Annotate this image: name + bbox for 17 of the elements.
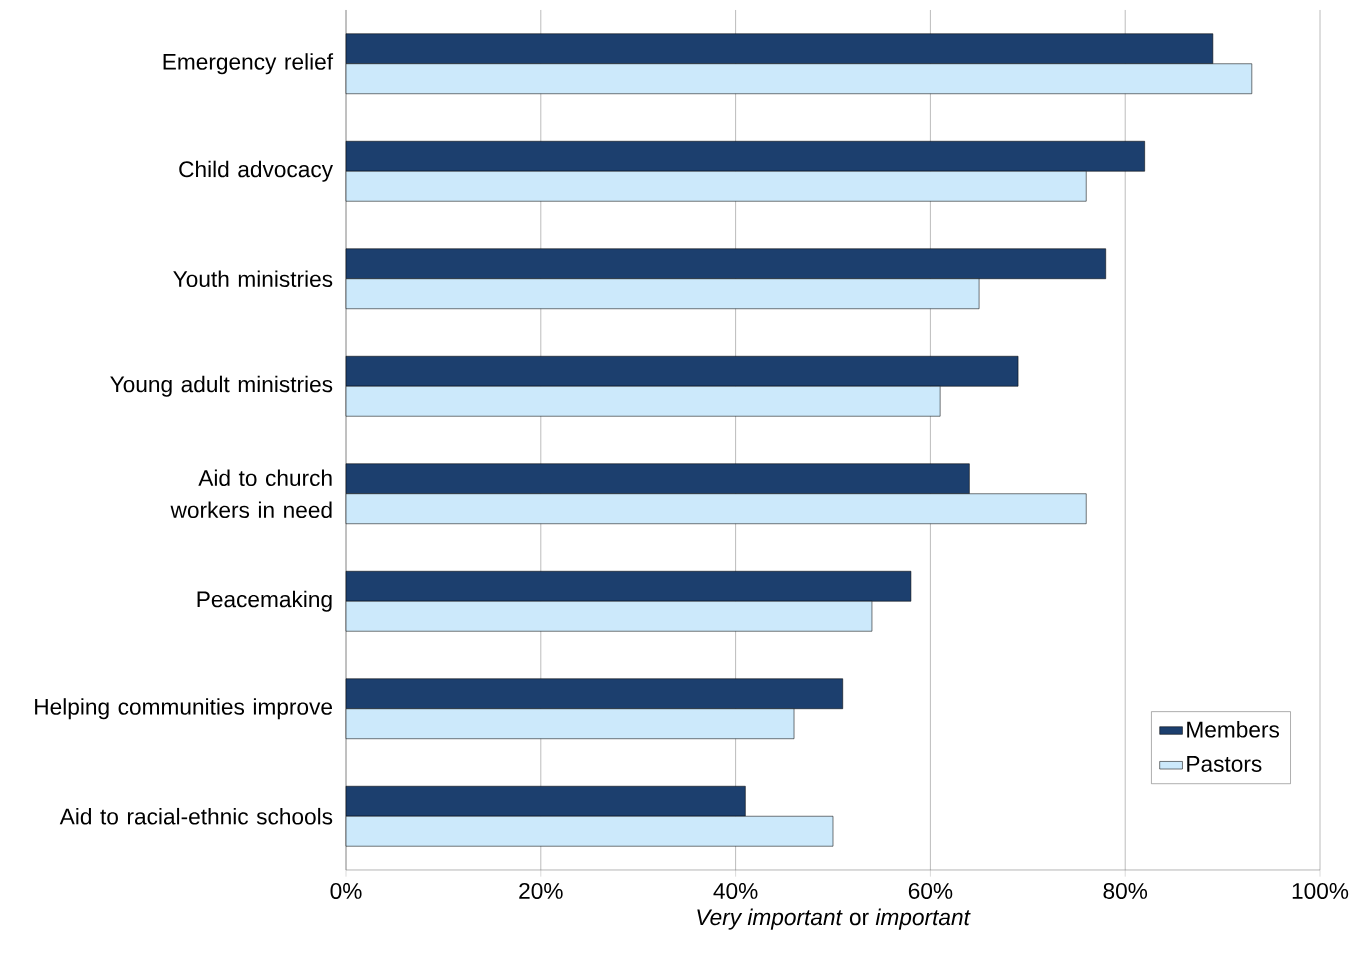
- y-tick-label: Youth ministries: [173, 270, 333, 288]
- y-tick-label: Aid to racial-ethnic schools: [59, 807, 333, 825]
- y-tick-label: Helping communities improve: [35, 698, 333, 720]
- x-tick-label: 20%: [519, 882, 563, 899]
- y-tick-label: Emergency relief: [163, 53, 334, 75]
- legend-label: Members: [1187, 720, 1280, 738]
- x-tick-label: 80%: [1103, 882, 1148, 899]
- y-tick-label: Peacemaking: [197, 590, 332, 612]
- x-axis-title: Very important or important: [697, 908, 971, 930]
- legend-label: Pastors: [1187, 756, 1262, 772]
- y-tick-label: Young adult ministries: [110, 375, 333, 397]
- y-tick-label: Aid to church workers in need: [170, 469, 332, 519]
- x-tick-label: 40%: [713, 882, 758, 899]
- x-tick-label: 0%: [330, 882, 362, 899]
- x-tick-label: 100%: [1292, 882, 1349, 899]
- y-tick-label: Child advocacy: [179, 160, 333, 182]
- x-tick-label: 60%: [908, 882, 953, 899]
